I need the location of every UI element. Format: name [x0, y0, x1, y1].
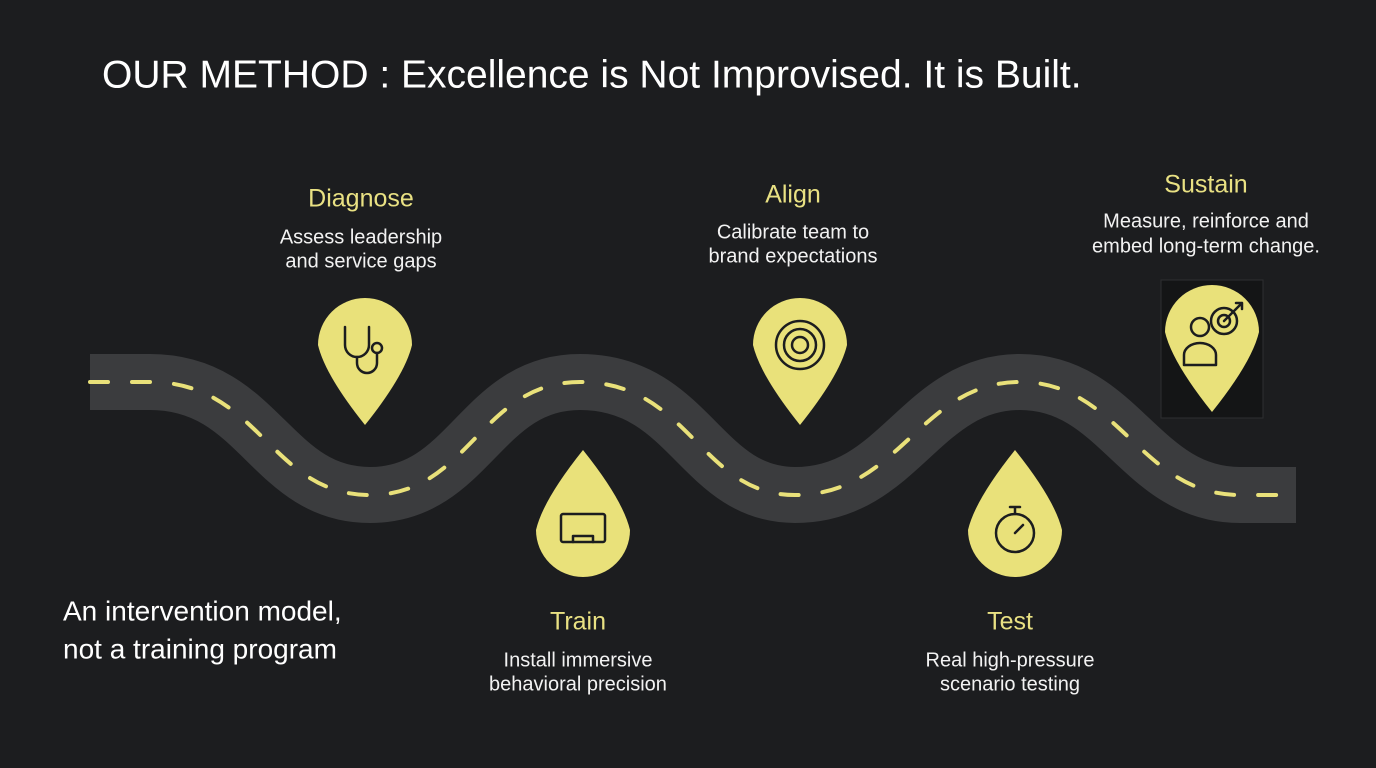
step-sustain: Sustain Measure, reinforce and embed lon… [1092, 171, 1320, 419]
stopwatch-icon [994, 505, 1036, 554]
stethoscope-icon [343, 325, 384, 375]
board-icon [559, 512, 607, 544]
step-description: scenario testing [940, 673, 1080, 695]
step-description: Assess leadership [280, 226, 442, 248]
step-train: Train Install immersive behavioral preci… [489, 450, 667, 695]
step-description: Real high-pressure [926, 649, 1095, 671]
step-description: Install immersive [504, 649, 653, 671]
step-description: Calibrate team to [717, 221, 869, 243]
tagline: An intervention model, [63, 595, 342, 626]
step-description: brand expectations [708, 245, 877, 267]
step-title: Train [550, 608, 606, 636]
step-diagnose: Diagnose Assess leadership and service g… [280, 185, 442, 425]
page-title: OUR METHOD : Excellence is Not Improvise… [102, 53, 1082, 96]
step-test: Test Real high-pressure scenario testing [926, 450, 1095, 695]
road-dashes [88, 379, 1298, 498]
step-title: Align [765, 181, 821, 209]
step-title: Sustain [1164, 171, 1247, 199]
person-target-icon [1182, 301, 1244, 367]
road [88, 353, 1298, 524]
step-title: Test [987, 608, 1033, 636]
target-icon [774, 319, 826, 371]
step-description: Measure, reinforce and [1103, 210, 1309, 232]
step-align: Align Calibrate team to brand expectatio… [708, 181, 878, 425]
step-title: Diagnose [308, 185, 414, 213]
step-description: embed long-term change. [1092, 235, 1320, 257]
tagline: not a training program [63, 633, 337, 664]
pin [318, 297, 412, 425]
step-description: and service gaps [285, 250, 436, 272]
step-description: behavioral precision [489, 673, 667, 695]
